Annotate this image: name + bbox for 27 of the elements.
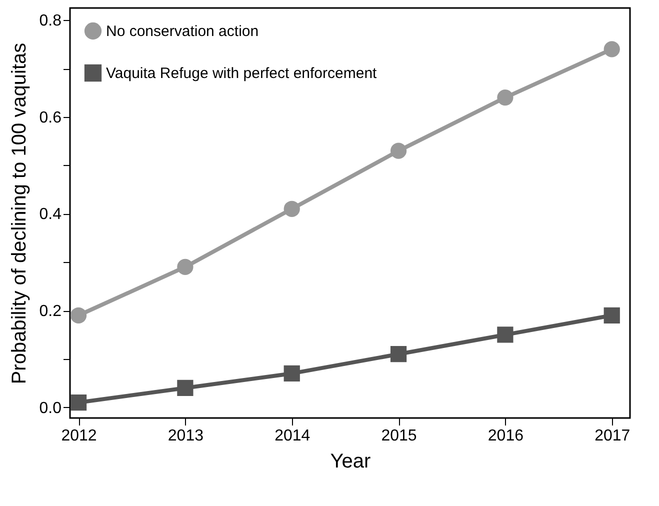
y-tick-label: 0.0	[39, 400, 62, 417]
point	[284, 365, 300, 382]
x-tick-label: 2012	[61, 428, 97, 444]
x-tick-label: 2017	[594, 428, 630, 444]
x-tick-label: 2013	[168, 428, 204, 444]
y-axis-title: Probability of declining to 100 vaquitas	[8, 42, 30, 384]
point	[390, 142, 407, 159]
x-axis-title: Year	[330, 450, 372, 472]
point	[497, 90, 514, 106]
point	[70, 394, 87, 411]
point	[604, 307, 620, 324]
point	[604, 41, 620, 58]
legend-label: No conservation action	[106, 23, 259, 40]
y-tick-label: 0.6	[39, 109, 62, 126]
y-tick-label: 0.4	[39, 206, 62, 224]
point	[177, 380, 194, 396]
point	[284, 200, 300, 217]
point	[177, 258, 194, 276]
x-tick-label: 2014	[274, 428, 310, 444]
point	[70, 307, 87, 324]
legend-label: Vaquita Refuge with perfect enforcement	[106, 65, 378, 82]
y-tick-label: 0.2	[39, 303, 62, 320]
y-tick-label: 0.8	[39, 12, 62, 30]
x-tick-label: 2016	[488, 428, 524, 444]
point	[390, 346, 407, 362]
x-tick-label: 2015	[381, 428, 417, 444]
point	[497, 326, 514, 343]
